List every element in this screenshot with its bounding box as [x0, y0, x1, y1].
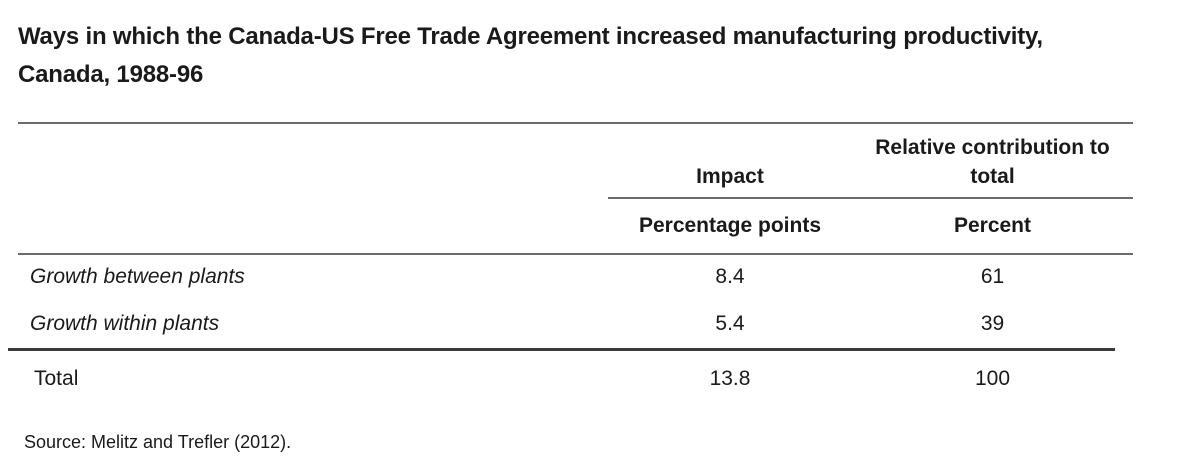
header-impact: Impact	[696, 165, 764, 188]
row-within-plants-impact: 5.4	[715, 312, 745, 335]
source-note: Source: Melitz and Trefler (2012).	[24, 432, 292, 452]
row-between-plants-impact: 8.4	[715, 265, 745, 288]
row-total-relative: 100	[974, 367, 1011, 390]
header-impact-unit: Percentage points	[638, 214, 822, 237]
body-top-rule	[18, 253, 1133, 255]
row-label-between-plants: Growth between plants	[30, 265, 245, 288]
total-rule	[8, 348, 1115, 351]
header-relative-unit: Percent	[953, 214, 1032, 237]
table-title: Ways in which the Canada-US Free Trade A…	[18, 23, 1043, 88]
row-label-within-plants: Growth within plants	[30, 312, 220, 335]
row-label-total: Total	[34, 367, 79, 390]
top-rule	[18, 122, 1133, 124]
row-total-impact: 13.8	[709, 367, 751, 390]
row-between-plants-relative: 61	[980, 265, 1005, 288]
row-within-plants-relative: 39	[980, 312, 1005, 335]
header-relative-contribution: Relative contribution to total	[875, 136, 1110, 188]
header-divider-rule	[608, 197, 1133, 199]
